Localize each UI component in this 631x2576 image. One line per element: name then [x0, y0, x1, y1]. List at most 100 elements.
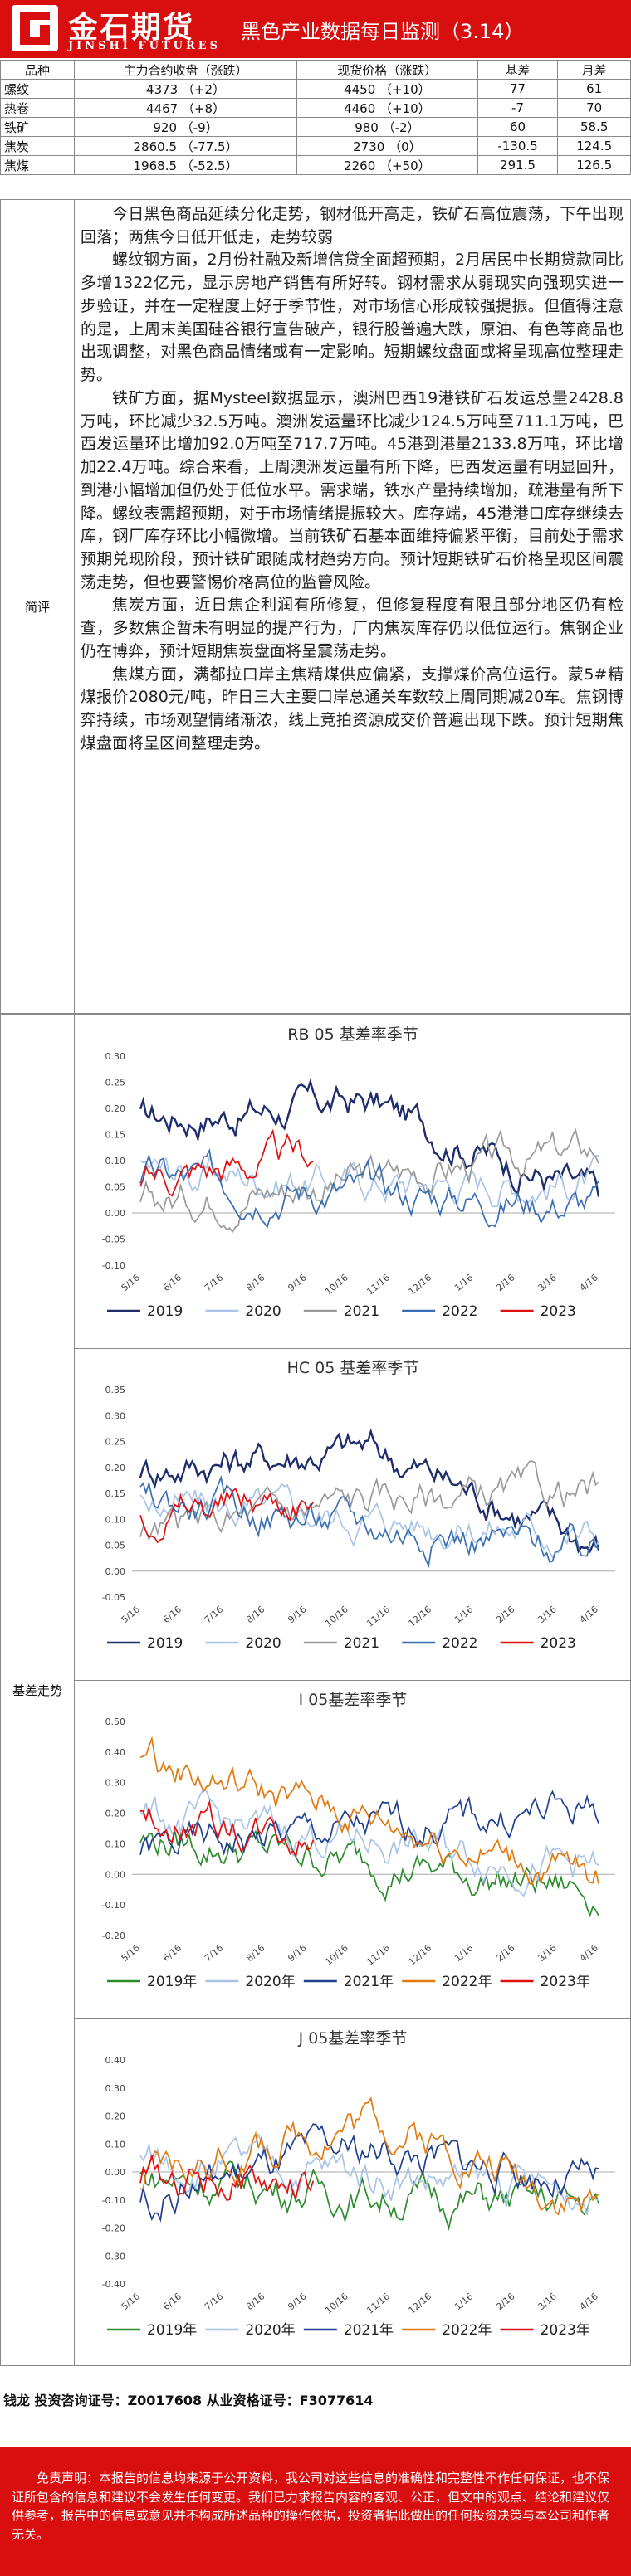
x-tick-label: 8/16 [244, 1942, 267, 1964]
series-line-2019 [139, 1078, 600, 1197]
y-tick-label: 0.40 [105, 2055, 126, 2066]
chart-title: RB 05 基差率季节 [287, 1025, 418, 1044]
x-tick-label: 3/16 [536, 2291, 558, 2312]
j-basis-chart: J 05基差率季节 0.40 0.30 0.20 0.10 0.00 -0.10 -0.20 -… [74, 2018, 630, 2367]
y-tick-label: 0.20 [105, 1463, 126, 1473]
y-tick-label: 0.40 [105, 1747, 126, 1758]
legend-label: 2022 [442, 1635, 477, 1652]
basis-section: 基差走势 RB 05 基差率季节 0.30 0.25 0.20 0.15 0.10 0.05… [0, 1014, 631, 2366]
y-tick-label: -0.40 [102, 2279, 125, 2290]
y-tick-label: 0.00 [105, 1208, 126, 1219]
x-tick-label: 7/16 [203, 1942, 225, 1964]
x-tick-label: 8/16 [244, 2291, 267, 2312]
y-tick-label: 0.30 [105, 1051, 126, 1062]
basis-label: 基差走势 [1, 1015, 75, 2365]
price-table-header: 品种 主力合约收盘（涨跌） 现货价格（涨跌） 基差 月差 [0, 60, 631, 80]
commentary-paragraph: 螺纹钢方面，2月份社融及新增信贷全面超预期，2月居民中长期贷款同比多增1322亿… [81, 251, 624, 385]
y-tick-label: 0.10 [105, 2139, 126, 2150]
commodity-name: 热卷 [0, 98, 75, 118]
legend-label: 2021年 [344, 2322, 394, 2339]
series-line-2023年 [139, 1799, 315, 1858]
x-tick-label: 11/16 [364, 2291, 392, 2315]
futures-close: 920 （-9） [73, 117, 298, 137]
logo-english: JINSHI FUTURES [68, 40, 222, 52]
spot-price: 2260 （+50） [296, 155, 478, 175]
table-row: 热卷 4467 （+8） 4460 （+10） -7 70 [0, 98, 631, 118]
legend-label: 2019 [147, 1303, 183, 1320]
x-tick-label: 3/16 [536, 1942, 558, 1964]
commentary-paragraph: 今日黑色商品延续分化走势，钢材低开高走，铁矿石高位震荡，下午出现回落；两焦今日低… [81, 205, 624, 246]
commentary-body: 今日黑色商品延续分化走势，钢材低开高走，铁矿石高位震荡，下午出现回落；两焦今日低… [74, 200, 630, 1013]
y-tick-label: 0.25 [105, 1437, 126, 1448]
x-tick-label: 4/16 [578, 1604, 600, 1625]
x-tick-label: 9/16 [286, 1604, 308, 1625]
x-tick-label: 12/16 [407, 1942, 434, 1967]
y-tick-label: 0.00 [105, 2167, 126, 2178]
header-cell: 品种 [0, 60, 75, 80]
y-tick-label: 0.20 [105, 1103, 126, 1114]
x-tick-label: 5/16 [120, 2291, 142, 2312]
y-tick-label: 0.20 [105, 1809, 126, 1819]
month-spread: 58.5 [557, 117, 631, 137]
y-tick-label: 0.20 [105, 2111, 126, 2122]
y-tick-label: -0.10 [102, 1260, 125, 1271]
series-line-2019年 [139, 1829, 599, 1918]
x-tick-label: 5/16 [120, 1604, 142, 1625]
series-line-2023 [139, 1128, 314, 1197]
analyst-line: 钱龙 投资咨询证号：Z0017608 从业资格证号：F3077614 [3, 2393, 374, 2408]
x-tick-label: 2/16 [494, 1942, 516, 1964]
basis-value: 60 [477, 117, 559, 137]
x-tick-label: 10/16 [323, 2291, 350, 2315]
x-tick-label: 8/16 [244, 1604, 267, 1625]
legend-label: 2020年 [245, 2322, 295, 2339]
table-row: 铁矿 920 （-9） 980 （-2） 60 58.5 [0, 117, 631, 137]
price-table: 品种 主力合约收盘（涨跌） 现货价格（涨跌） 基差 月差 螺纹 4373 （+2… [0, 60, 631, 175]
futures-close: 4467 （+8） [73, 98, 298, 118]
month-spread: 126.5 [557, 155, 631, 175]
header-cell: 月差 [557, 60, 631, 80]
y-tick-label: -0.20 [102, 2223, 125, 2234]
x-tick-label: 4/16 [578, 2291, 600, 2312]
x-tick-label: 6/16 [161, 2291, 183, 2312]
x-tick-label: 12/16 [407, 2291, 434, 2315]
y-tick-label: 0.30 [105, 2083, 126, 2094]
y-tick-label: -0.10 [102, 2195, 125, 2206]
futures-close: 1968.5 （-52.5） [73, 155, 298, 175]
y-tick-label: 0.10 [105, 1514, 126, 1525]
y-tick-label: 0.50 [105, 1717, 126, 1727]
basis-value: -130.5 [477, 136, 559, 156]
x-tick-label: 3/16 [536, 1272, 558, 1293]
series-line-2023 [139, 1487, 315, 1544]
x-tick-label: 12/16 [407, 1272, 434, 1297]
x-tick-label: 8/16 [244, 1272, 267, 1293]
legend-label: 2021 [344, 1303, 379, 1320]
y-tick-label: -0.20 [102, 1931, 125, 1941]
table-row: 焦炭 2860.5 （-77.5） 2730 （0） -130.5 124.5 [0, 136, 631, 156]
basis-value: 77 [477, 79, 559, 99]
x-tick-label: 11/16 [364, 1942, 392, 1967]
commodity-name: 焦煤 [0, 155, 75, 175]
x-tick-label: 1/16 [452, 1272, 475, 1293]
y-tick-label: 0.30 [105, 1410, 126, 1421]
rb-basis-chart: RB 05 基差率季节 0.30 0.25 0.20 0.15 0.10 0.05 0.00 -… [74, 1015, 630, 1349]
disclaimer-text: 免责声明：本报告的信息均来源于公开资料，我公司对这些信息的准确性和完整性不作任何… [12, 2471, 610, 2542]
x-tick-label: 7/16 [203, 1272, 225, 1293]
x-tick-label: 2/16 [494, 1272, 516, 1293]
y-tick-label: 0.35 [105, 1385, 126, 1395]
legend-label: 2022 [442, 1303, 477, 1320]
series-line-2022年 [139, 1736, 599, 1886]
header-cell: 基差 [477, 60, 559, 80]
series-line-2019年 [139, 2160, 599, 2231]
x-tick-label: 10/16 [323, 1272, 350, 1297]
x-tick-label: 7/16 [203, 1604, 225, 1625]
commentary-paragraph: 焦炭方面，近日焦企利润有所修复，但修复程度有限且部分地区仍有检查，多数焦企暂未有… [81, 596, 624, 660]
header-cell: 主力合约收盘（涨跌） [73, 60, 298, 80]
report-title: 黑色产业数据每日监测（3.14） [241, 20, 525, 43]
y-tick-label: -0.05 [102, 1592, 125, 1603]
y-tick-label: 0.05 [105, 1182, 126, 1193]
series-line-2023年 [139, 2155, 315, 2202]
legend-label: 2020 [245, 1303, 281, 1320]
disclaimer: 免责声明：本报告的信息均来源于公开资料，我公司对这些信息的准确性和完整性不作任何… [0, 2447, 631, 2576]
analyst-info: 钱龙 投资咨询证号：Z0017608 从业资格证号：F3077614 [0, 2373, 631, 2489]
logo: 金石期货 JINSHI FUTURES [0, 0, 223, 58]
